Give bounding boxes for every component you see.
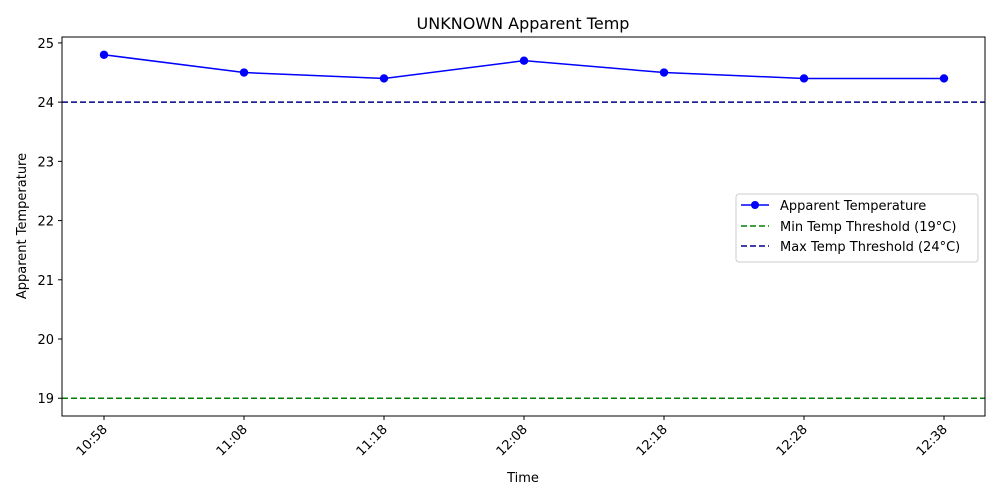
y-tick-label-23: 23	[37, 155, 54, 170]
data-point-10-58	[99, 50, 109, 59]
y-tick-label-20: 20	[37, 333, 54, 348]
y-axis: 19 20 21 22 23 24 25	[37, 37, 62, 407]
legend-label-apparent-temperature: Apparent Temperature	[780, 199, 926, 214]
y-tick-label-19: 19	[37, 392, 54, 407]
x-tick-label-12-08: 12:08	[494, 422, 531, 459]
legend-box	[735, 193, 979, 263]
y-tick-label-24: 24	[37, 96, 54, 111]
x-tick-label-12-28: 12:28	[774, 422, 811, 459]
threshold-lines	[62, 101, 985, 399]
x-tick-label-10-58: 10:58	[74, 422, 111, 459]
x-axis: 10:58 11:08 11:18 12:08 12:18 12:28 12:38	[74, 416, 951, 459]
legend-label-min-threshold: Min Temp Threshold (19°C)	[780, 220, 956, 235]
data-point-12-28	[799, 74, 809, 83]
x-tick-label-11-18: 11:18	[354, 422, 391, 459]
legend-label-max-threshold: Max Temp Threshold (24°C)	[780, 240, 960, 255]
chart-title: UNKNOWN Apparent Temp	[417, 14, 630, 33]
x-axis-label: Time	[506, 471, 539, 486]
legend: Apparent Temperature Min Temp Threshold …	[735, 193, 979, 263]
y-tick-label-25: 25	[37, 37, 54, 52]
data-point-12-18	[659, 68, 669, 77]
data-point-11-08	[239, 68, 249, 77]
x-tick-label-12-18: 12:18	[634, 422, 671, 459]
y-tick-label-21: 21	[37, 274, 54, 289]
data-point-12-08	[519, 56, 529, 65]
series-group	[99, 50, 949, 83]
legend-marker-apparent-temperature	[751, 201, 759, 209]
data-point-11-18	[379, 74, 389, 83]
y-tick-label-22: 22	[37, 215, 54, 230]
x-tick-label-12-38: 12:38	[914, 422, 951, 459]
data-point-12-38	[939, 74, 949, 83]
x-tick-label-11-08: 11:08	[214, 422, 251, 459]
y-axis-label: Apparent Temperature	[15, 153, 30, 299]
